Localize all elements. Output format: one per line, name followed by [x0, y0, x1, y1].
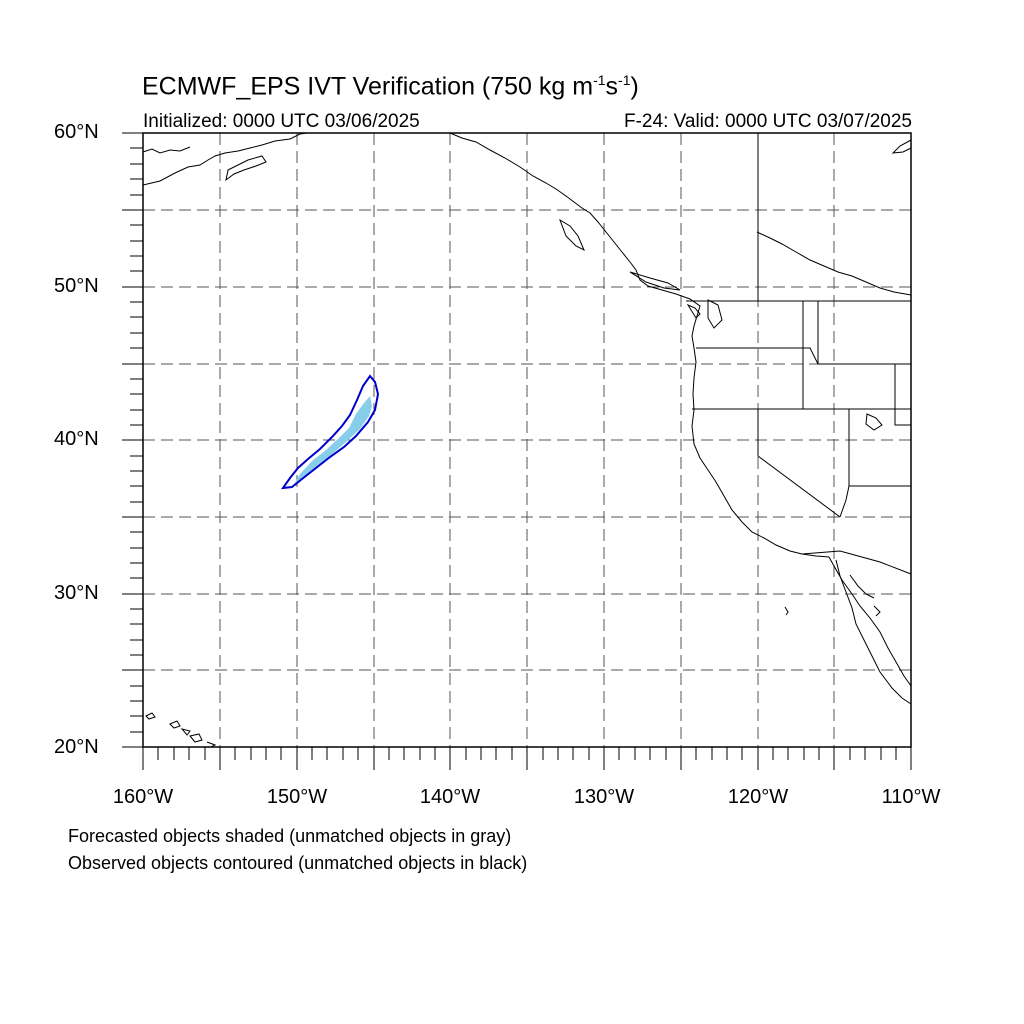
lon-label-160w: 160°W: [112, 786, 174, 808]
lon-label-140w: 140°W: [419, 786, 481, 808]
legend-forecast-note: Forecasted objects shaded (unmatched obj…: [68, 826, 512, 846]
lon-label-110w: 110°W: [881, 786, 941, 808]
lat-label-20n: 20°N: [54, 736, 99, 758]
forecast-object: [293, 396, 372, 486]
lat-label-40n: 40°N: [54, 428, 99, 450]
chart-title: ECMWF_EPS IVT Verification (750 kg m-1s-…: [142, 72, 639, 101]
grid-lines: [143, 133, 911, 747]
lat-label-60n: 60°N: [54, 121, 99, 143]
valid-time: F-24: Valid: 0000 UTC 03/07/2025: [624, 111, 912, 132]
lon-label-120w: 120°W: [727, 786, 789, 808]
political-borders: [686, 133, 912, 575]
lon-label-150w: 150°W: [266, 786, 328, 808]
land-coastlines: [142, 132, 912, 748]
legend-observed-note: Observed objects contoured (unmatched ob…: [68, 853, 528, 873]
lat-label-30n: 30°N: [54, 582, 99, 604]
ivt-objects: [280, 374, 380, 490]
axis-ticks: [122, 132, 912, 770]
initialized-time: Initialized: 0000 UTC 03/06/2025: [143, 111, 420, 132]
lat-label-50n: 50°N: [54, 275, 99, 297]
observed-contour: [280, 374, 380, 490]
lon-label-130w: 130°W: [573, 786, 635, 808]
